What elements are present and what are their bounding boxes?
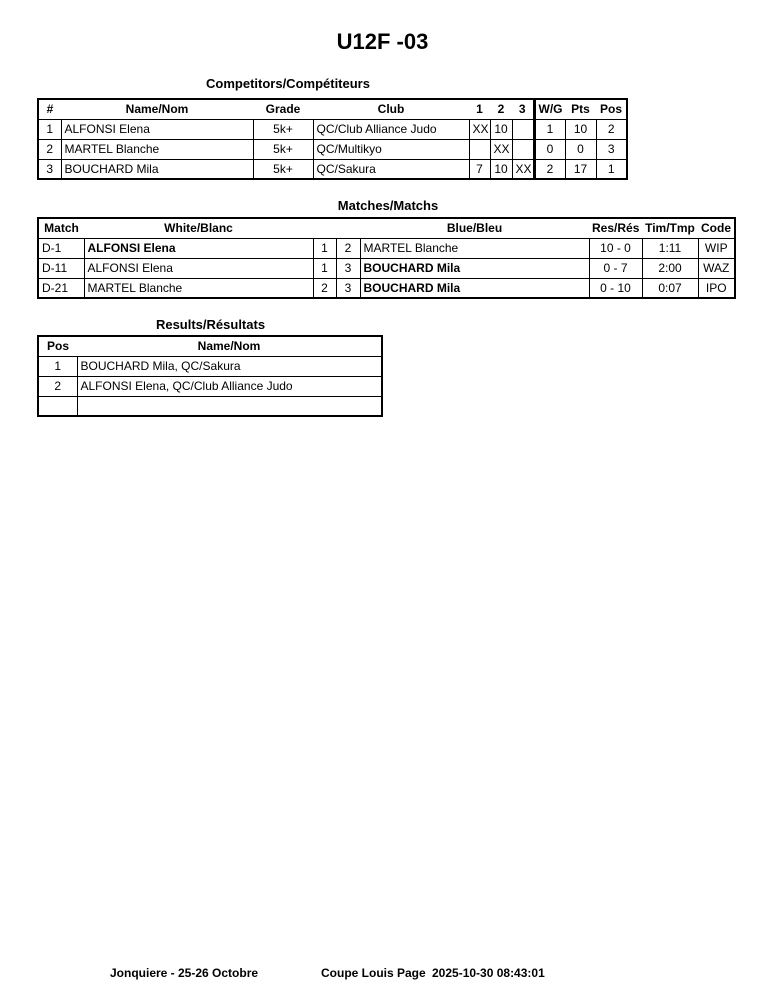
match-wn: 1	[312, 237, 337, 259]
column-header: W/G	[532, 98, 565, 120]
footer-location: Jonquiere - 25-26 Octobre	[110, 966, 259, 980]
column-header: Club	[313, 98, 469, 120]
competitor-cell: 2	[532, 158, 566, 180]
competitor-cell: 2	[595, 118, 628, 140]
column-header: Res/Rés	[589, 217, 642, 239]
competitor-cell: XX	[489, 138, 513, 160]
column-header: Match	[38, 217, 84, 239]
match-bn: 2	[335, 237, 361, 259]
competitor-cell: 0	[532, 138, 566, 160]
competitor-cell: 10	[489, 118, 513, 140]
column-header: Name/Nom	[77, 335, 382, 357]
competitor-cell: 5k+	[252, 158, 314, 180]
result-cell	[76, 395, 383, 417]
column-header: Code	[698, 217, 735, 239]
competitor-cell: XX	[511, 158, 535, 180]
competitor-cell: 10	[489, 158, 513, 180]
column-header: #	[38, 98, 61, 120]
match-row: D-11 ALFONSI Elena 1 3 BOUCHARD Mila 0 - 7 2:0…	[37, 257, 736, 279]
competitor-cell: BOUCHARD Mila	[60, 158, 254, 180]
result-row	[37, 395, 383, 417]
column-header	[336, 217, 360, 239]
competitor-cell: 10	[564, 118, 597, 140]
competitor-cell: 1	[532, 118, 566, 140]
column-header: White/Blanc	[84, 217, 313, 239]
competitor-cell: ALFONSI Elena	[60, 118, 254, 140]
competitor-cell: 5k+	[252, 118, 314, 140]
match-blue: MARTEL Blanche	[359, 237, 590, 259]
competitor-cell: 0	[564, 138, 597, 160]
match-code: WIP	[697, 237, 736, 259]
competitors-heading: Competitors/Compétiteurs	[206, 76, 370, 91]
match-code: WAZ	[697, 257, 736, 279]
results-heading: Results/Résultats	[155, 317, 266, 332]
competitor-cell: 1	[37, 118, 62, 140]
match-wn: 2	[312, 277, 337, 299]
result-row: 2 ALFONSI Elena, QC/Club Alliance Judo	[37, 375, 383, 397]
result-cell: 2	[37, 375, 78, 397]
match-bn: 3	[335, 257, 361, 279]
results-table: Pos Name/Nom 1 BOUCHARD Mila, QC/Sakura 2 ALF…	[37, 335, 383, 417]
competitor-cell: QC/Club Alliance Judo	[312, 118, 470, 140]
result-cell: 1	[37, 355, 78, 377]
competitor-cell: 2	[37, 138, 62, 160]
result-cell: BOUCHARD Mila, QC/Sakura	[76, 355, 383, 377]
match-match: D-11	[37, 257, 85, 279]
competitor-row: 1 ALFONSI Elena 5k+ QC/Club Alliance Judo XX…	[37, 118, 628, 140]
column-header: Name/Nom	[61, 98, 253, 120]
match-match: D-1	[37, 237, 85, 259]
competitor-cell	[468, 138, 491, 160]
footer-event: Coupe Louis Page	[321, 966, 426, 980]
match-bn: 3	[335, 277, 361, 299]
column-header: Grade	[253, 98, 313, 120]
match-time: 1:11	[641, 237, 699, 259]
match-row: D-21 MARTEL Blanche 2 3 BOUCHARD Mila 0 - 10 0…	[37, 277, 736, 299]
column-header: Tim/Tmp	[642, 217, 698, 239]
match-white: ALFONSI Elena	[83, 257, 314, 279]
result-row: 1 BOUCHARD Mila, QC/Sakura	[37, 355, 383, 377]
result-cell: ALFONSI Elena, QC/Club Alliance Judo	[76, 375, 383, 397]
competitor-cell: 5k+	[252, 138, 314, 160]
competitor-row: 3 BOUCHARD Mila 5k+ QC/Sakura 7 10 XX 2 17 1	[37, 158, 628, 180]
matches-heading: Matches/Matchs	[337, 198, 439, 213]
competitor-cell: 3	[595, 138, 628, 160]
competitor-cell: XX	[468, 118, 491, 140]
match-blue: BOUCHARD Mila	[359, 277, 590, 299]
match-blue: BOUCHARD Mila	[359, 257, 590, 279]
match-res: 0 - 7	[588, 257, 643, 279]
competitor-cell: 1	[595, 158, 628, 180]
match-res: 10 - 0	[588, 237, 643, 259]
match-white: MARTEL Blanche	[83, 277, 314, 299]
competitor-row: 2 MARTEL Blanche 5k+ QC/Multikyo XX 0 0 3	[37, 138, 628, 160]
match-row: D-1 ALFONSI Elena 1 2 MARTEL Blanche 10 - 0 1:…	[37, 237, 736, 259]
footer-datetime: 2025-10-30 08:43:01	[432, 966, 545, 980]
competitor-cell: 17	[564, 158, 597, 180]
column-header: 1	[469, 98, 490, 120]
matches-table: Match White/Blanc Blue/Bleu Res/Rés Tim/Tmp C…	[37, 217, 736, 299]
competitor-cell	[511, 138, 535, 160]
competitor-cell	[511, 118, 535, 140]
column-header	[313, 217, 336, 239]
competitor-cell: MARTEL Blanche	[60, 138, 254, 160]
match-white: ALFONSI Elena	[83, 237, 314, 259]
competitor-cell: 3	[37, 158, 62, 180]
competitor-cell: 7	[468, 158, 491, 180]
result-cell	[37, 395, 78, 417]
match-time: 0:07	[641, 277, 699, 299]
match-time: 2:00	[641, 257, 699, 279]
page-title: U12F -03	[336, 29, 429, 54]
column-header: Pos	[38, 335, 77, 357]
match-match: D-21	[37, 277, 85, 299]
column-header: 2	[490, 98, 512, 120]
column-header: Pts	[565, 98, 596, 120]
competitors-table: # Name/Nom Grade Club 1 2 3 W/G Pts Pos 1 ALFONSI E…	[37, 98, 628, 180]
match-res: 0 - 10	[588, 277, 643, 299]
competitor-cell: QC/Multikyo	[312, 138, 470, 160]
match-wn: 1	[312, 257, 337, 279]
column-header: 3	[512, 98, 534, 120]
column-header: Blue/Bleu	[360, 217, 589, 239]
competitor-cell: QC/Sakura	[312, 158, 470, 180]
match-code: IPO	[697, 277, 736, 299]
column-header: Pos	[596, 98, 627, 120]
